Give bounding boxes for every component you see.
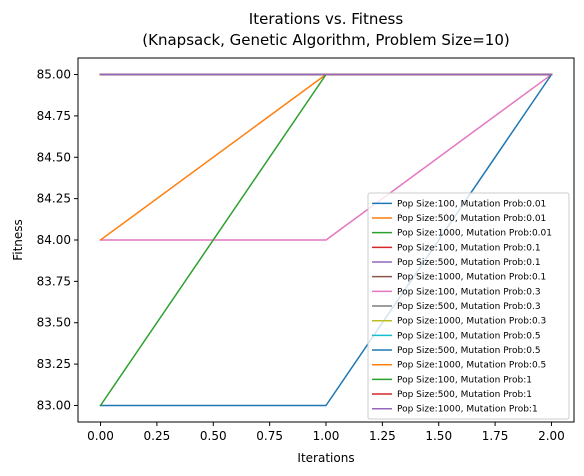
y-axis-ticks: 83.00 83.25 83.50 83.75 84.00 84.25 84.50 84.75…	[37, 68, 78, 412]
legend-label: Pop Size:100, Mutation Prob:1	[397, 375, 532, 385]
legend-label: Pop Size:500, Mutation Prob:0.3	[397, 302, 541, 312]
y-tick-label: 83.25	[37, 357, 71, 371]
legend-label: Pop Size:100, Mutation Prob:0.1	[397, 243, 541, 253]
chart-title-line-1: Iterations vs. Fitness	[249, 10, 404, 28]
x-tick-label: 0.50	[200, 429, 227, 443]
legend-label: Pop Size:1000, Mutation Prob:1	[397, 405, 538, 415]
legend-label: Pop Size:500, Mutation Prob:0.01	[397, 214, 546, 224]
x-axis-ticks: 0.00 0.25 0.50 0.75 1.00 1.25 1.50 1.75 2.00	[87, 422, 565, 443]
x-tick-label: 1.75	[482, 429, 509, 443]
legend-label: Pop Size:100, Mutation Prob:0.01	[397, 199, 546, 209]
x-tick-label: 1.00	[313, 429, 340, 443]
y-tick-label: 85.00	[37, 68, 71, 82]
y-tick-label: 84.75	[37, 109, 71, 123]
y-axis-label: Fitness	[11, 219, 25, 261]
y-tick-label: 83.50	[37, 316, 71, 330]
legend-label: Pop Size:500, Mutation Prob:0.1	[397, 258, 541, 268]
legend-label: Pop Size:100, Mutation Prob:0.3	[397, 287, 541, 297]
legend-label: Pop Size:1000, Mutation Prob:0.01	[397, 229, 552, 239]
legend-label: Pop Size:1000, Mutation Prob:0.5	[397, 361, 546, 371]
y-tick-label: 83.75	[37, 274, 71, 288]
x-tick-label: 0.25	[144, 429, 171, 443]
legend-label: Pop Size:1000, Mutation Prob:0.3	[397, 317, 546, 327]
x-tick-label: 1.50	[425, 429, 452, 443]
x-axis-label: Iterations	[297, 451, 354, 465]
series-line-10	[99, 73, 553, 407]
x-tick-label: 0.75	[256, 429, 283, 443]
legend-box	[367, 192, 570, 420]
legend-label: Pop Size:100, Mutation Prob:0.5	[397, 331, 541, 341]
y-tick-label: 84.25	[37, 192, 71, 206]
legend: Pop Size:100, Mutation Prob:0.01 Pop Size…	[367, 192, 570, 420]
legend-label: Pop Size:1000, Mutation Prob:0.1	[397, 273, 546, 283]
x-tick-label: 0.00	[87, 429, 114, 443]
legend-label: Pop Size:500, Mutation Prob:1	[397, 390, 532, 400]
chart-title-line-2: (Knapsack, Genetic Algorithm, Problem Si…	[142, 31, 509, 49]
series-line-6	[99, 73, 553, 241]
x-tick-label: 2.00	[538, 429, 565, 443]
legend-label: Pop Size:500, Mutation Prob:0.5	[397, 346, 541, 356]
y-tick-label: 84.50	[37, 150, 71, 164]
y-tick-label: 84.00	[37, 233, 71, 247]
x-tick-label: 1.25	[369, 429, 396, 443]
series-layer	[99, 73, 553, 407]
y-tick-label: 83.00	[37, 398, 71, 412]
